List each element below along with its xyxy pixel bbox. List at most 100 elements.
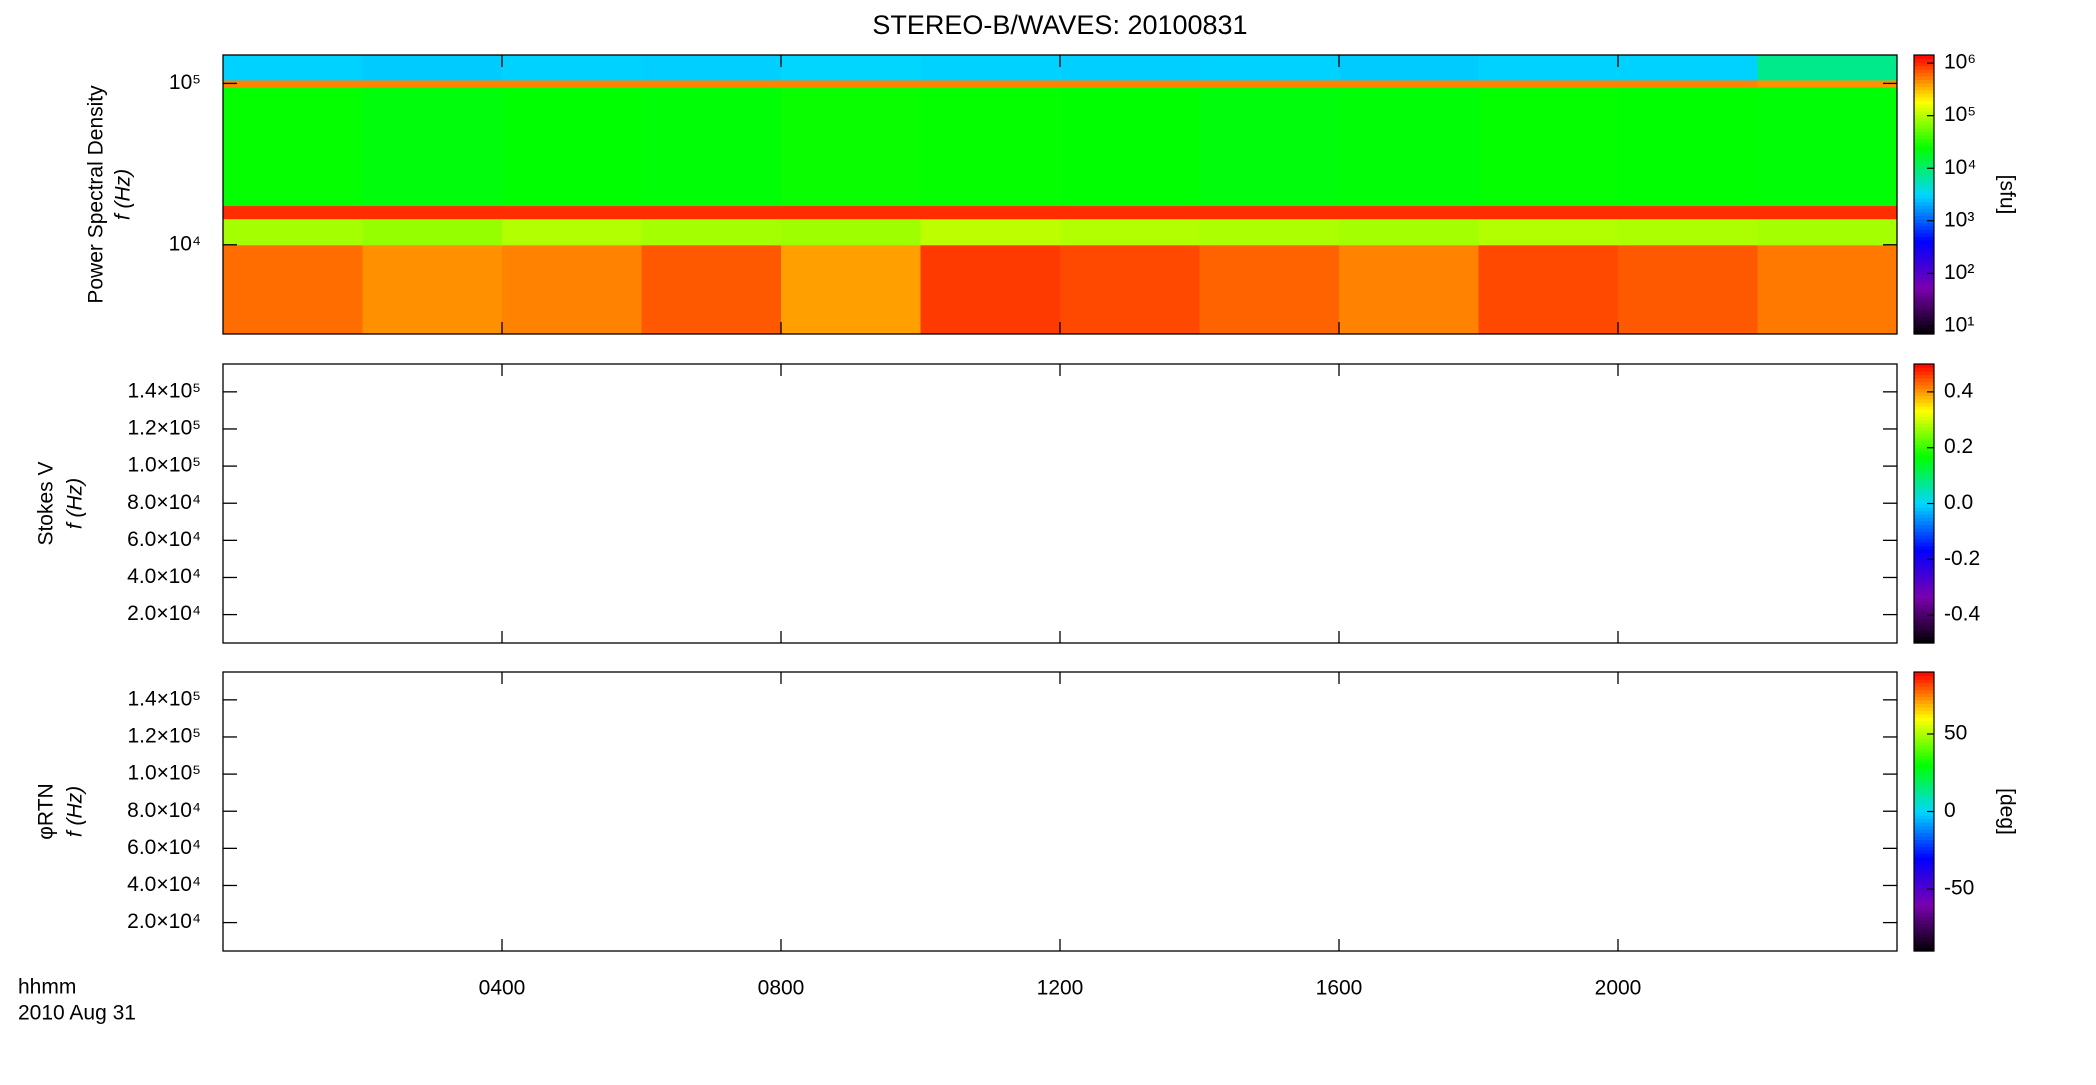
colorbar-swatch [1914, 867, 1934, 872]
colorbar-swatch [1914, 405, 1934, 410]
colorbar-swatch [1914, 381, 1934, 386]
colorbar-frame [1913, 54, 1935, 335]
colorbar-swatch [1914, 713, 1934, 718]
colorbar-swatch [1914, 832, 1934, 837]
colorbar-swatch [1914, 128, 1934, 133]
spectrogram-cell [223, 87, 363, 207]
spectrogram-cell [1199, 55, 1340, 81]
y-tick-label: 10⁵ [169, 71, 201, 94]
colorbar-swatch [1914, 752, 1934, 757]
y-tick-label: 8.0×10⁴ [127, 799, 201, 822]
colorbar-swatch [1914, 755, 1934, 760]
colorbar-swatch [1914, 804, 1934, 809]
colorbar-swatch [1914, 274, 1934, 279]
colorbar-swatch [1914, 173, 1934, 178]
colorbar-swatch [1914, 166, 1934, 171]
colorbar-swatch [1914, 364, 1934, 369]
colorbar-swatch [1914, 874, 1934, 879]
colorbar-swatch [1914, 323, 1934, 328]
colorbar-swatch [1914, 846, 1934, 851]
panel: 2.0×10⁴ 4.0×10⁴ 6.0×10⁴ 8.0×10⁴ 1.0×10⁵ 1.2×1… [35, 363, 1981, 644]
colorbar-swatch [1914, 597, 1934, 602]
x-axis-label: hhmm [18, 976, 76, 999]
colorbar-swatch [1914, 370, 1934, 376]
colorbar-swatch [1914, 769, 1934, 774]
colorbar-swatch [1914, 636, 1934, 641]
spectrogram-cell [502, 79, 642, 88]
colorbar-swatch [1914, 246, 1934, 251]
spectrogram-cell [641, 55, 782, 81]
colorbar-swatch [1914, 395, 1934, 400]
x-tick-label: 1200 [1037, 977, 1084, 1000]
spectrogram-cell [1478, 205, 1619, 220]
y-tick-label: 2.0×10⁴ [127, 910, 201, 933]
colorbar-swatch [1914, 93, 1934, 98]
colorbar-swatch [1914, 197, 1934, 203]
colorbar-swatch [1914, 639, 1934, 644]
colorbar-swatch [1914, 884, 1934, 889]
colorbar-swatch [1914, 724, 1934, 729]
colorbar-swatch [1914, 391, 1934, 396]
spectrogram-cell [920, 55, 1061, 81]
colorbar-swatch [1914, 267, 1934, 272]
colorbar-swatch [1914, 454, 1934, 459]
colorbar-swatch [1914, 520, 1934, 526]
colorbar-swatch [1914, 327, 1934, 332]
colorbar-swatch [1914, 306, 1934, 311]
spectrogram-cell [1339, 218, 1479, 246]
colorbar-swatch [1914, 313, 1934, 318]
colorbar-swatch [1914, 863, 1934, 868]
spectrogram-cell [1199, 244, 1340, 335]
colorbar-swatch [1914, 500, 1934, 505]
colorbar-swatch [1914, 458, 1934, 463]
colorbar-swatch [1914, 818, 1934, 823]
y-axis-label: f (Hz) [112, 169, 135, 220]
colorbar-swatch [1914, 902, 1934, 907]
colorbar-swatch [1914, 493, 1934, 498]
colorbar-swatch [1914, 916, 1934, 921]
colorbar-swatch [1914, 541, 1934, 546]
x-tick-label: 0400 [479, 977, 526, 1000]
spectrogram-cell [1757, 218, 1898, 246]
colorbar-swatch [1914, 475, 1934, 480]
spectrogram-cell [641, 218, 782, 246]
colorbar-swatch [1914, 374, 1934, 379]
colorbar-swatch [1914, 590, 1934, 595]
spectrogram-cell [1478, 218, 1619, 246]
x-tick-label: 2000 [1595, 977, 1642, 1000]
spectrogram-cell [1757, 87, 1898, 207]
colorbar-swatch [1914, 156, 1934, 161]
colorbar-swatch [1914, 842, 1934, 847]
colorbar-swatch [1914, 727, 1934, 732]
colorbar-swatch [1914, 762, 1934, 767]
spectrogram-cell [641, 87, 782, 207]
colorbar-swatch [1914, 611, 1934, 616]
spectrogram-cell [362, 205, 503, 220]
spectrogram-cell [781, 205, 921, 220]
colorbar-tick-label: 0.0 [1944, 491, 1973, 514]
colorbar-swatch [1914, 534, 1934, 539]
colorbar-swatch [1914, 82, 1934, 87]
colorbar-swatch [1914, 888, 1934, 893]
x-axis-label: 2010 Aug 31 [18, 1002, 136, 1025]
colorbar-swatch [1914, 909, 1934, 914]
spectrogram-cell [1618, 55, 1758, 81]
colorbar-swatch [1914, 201, 1934, 206]
colorbar-swatch [1914, 288, 1934, 293]
colorbar-swatch [1914, 923, 1934, 928]
colorbar-swatch [1914, 562, 1934, 567]
colorbar-swatch [1914, 682, 1934, 687]
colorbar-swatch [1914, 860, 1934, 865]
colorbar-swatch [1914, 531, 1934, 536]
spectrogram-cell [781, 87, 921, 207]
colorbar-swatch [1914, 524, 1934, 529]
spectrogram-cell [920, 218, 1061, 246]
colorbar-label: [sfu] [1995, 175, 2018, 215]
colorbar-swatch [1914, 465, 1934, 470]
colorbar-swatch [1914, 402, 1934, 407]
spectrogram-cell [1757, 205, 1898, 220]
colorbar-swatch [1914, 159, 1934, 164]
colorbar-swatch [1914, 472, 1934, 477]
colorbar-swatch [1914, 444, 1934, 449]
colorbar-swatch [1914, 135, 1934, 140]
